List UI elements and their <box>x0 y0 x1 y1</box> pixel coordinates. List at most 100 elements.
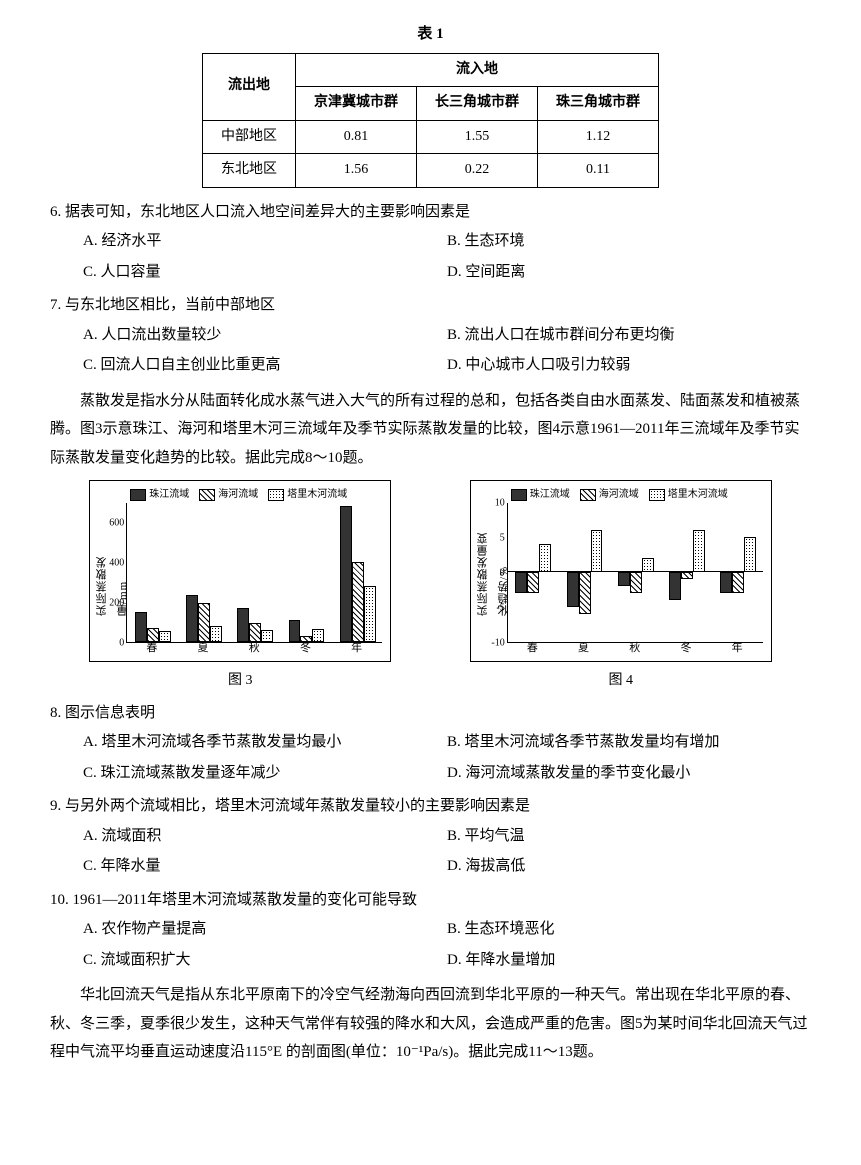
table1-rowheader: 流出地 <box>203 53 296 120</box>
ytick: 600 <box>109 514 124 533</box>
legend-label: 海河流域 <box>599 485 639 504</box>
table-row: 中部地区 0.81 1.55 1.12 <box>203 120 659 154</box>
legend-swatch <box>199 489 215 501</box>
q6-stem: 6. 据表可知，东北地区人口流入地空间差异大的主要影响因素是 <box>50 198 811 227</box>
row0-label: 中部地区 <box>203 120 296 154</box>
q6-opt-a: A. 经济水平 <box>83 227 447 256</box>
bar <box>135 612 147 642</box>
table1-col1: 长三角城市群 <box>417 87 538 121</box>
table1-colgroup: 流入地 <box>296 53 659 87</box>
question-8: 8. 图示信息表明 A. 塔里木河流域各季节蒸散发量均最小 B. 塔里木河流域各… <box>50 699 811 789</box>
bar <box>630 572 642 593</box>
bar <box>237 608 249 642</box>
bar <box>591 530 603 572</box>
xtick: 夏 <box>578 638 589 659</box>
chart4-legend: 珠江流域 海河流域 塔里木河流域 <box>511 485 765 504</box>
bar <box>261 630 273 642</box>
legend-swatch <box>268 489 284 501</box>
q6-opt-c: C. 人口容量 <box>83 258 447 287</box>
bar <box>618 572 630 586</box>
question-6: 6. 据表可知，东北地区人口流入地空间差异大的主要影响因素是 A. 经济水平 B… <box>50 198 811 288</box>
legend-swatch <box>511 489 527 501</box>
bar <box>567 572 579 607</box>
table-row: 东北地区 1.56 0.22 0.11 <box>203 154 659 188</box>
xtick: 秋 <box>629 638 640 659</box>
legend-swatch <box>580 489 596 501</box>
q10-opt-d: D. 年降水量增加 <box>447 946 811 975</box>
legend-swatch <box>130 489 146 501</box>
q7-opt-d: D. 中心城市人口吸引力较弱 <box>447 351 811 380</box>
row1-c0: 1.56 <box>296 154 417 188</box>
ytick: 0 <box>119 634 124 653</box>
row1-c2: 0.11 <box>538 154 659 188</box>
q9-opt-c: C. 年降水量 <box>83 852 447 881</box>
question-10: 10. 1961—2011年塔里木河流域蒸散发量的变化可能导致 A. 农作物产量… <box>50 886 811 976</box>
q10-opt-c: C. 流域面积扩大 <box>83 946 447 975</box>
q9-stem: 9. 与另外两个流域相比，塔里木河流域年蒸散发量较小的主要影响因素是 <box>50 792 811 821</box>
chart4-plot <box>507 503 763 643</box>
bar <box>539 544 551 572</box>
q6-opt-d: D. 空间距离 <box>447 258 811 287</box>
table1: 流出地 流入地 京津冀城市群 长三角城市群 珠三角城市群 中部地区 0.81 1… <box>202 53 659 188</box>
bar <box>352 562 364 642</box>
table1-col2: 珠三角城市群 <box>538 87 659 121</box>
chart3: 实际蒸散发量/mm珠江流域海河流域塔里木河流域0200400600春夏秋冬年 <box>89 480 391 662</box>
ytick: 0 <box>500 564 505 583</box>
xtick: 冬 <box>300 638 311 659</box>
q7-stem: 7. 与东北地区相比，当前中部地区 <box>50 291 811 320</box>
row0-c1: 1.55 <box>417 120 538 154</box>
bar <box>159 631 171 642</box>
legend-item: 塔里木河流域 <box>268 485 347 504</box>
legend-swatch <box>649 489 665 501</box>
bar <box>669 572 681 600</box>
question-7: 7. 与东北地区相比，当前中部地区 A. 人口流出数量较少 B. 流出人口在城市… <box>50 291 811 381</box>
chart4: 实际蒸散发量变化趋势/%珠江流域海河流域塔里木河流域-10-50510春夏秋冬年 <box>470 480 772 662</box>
q8-opt-a: A. 塔里木河流域各季节蒸散发量均最小 <box>83 728 447 757</box>
chart4-block: 实际蒸散发量变化趋势/%珠江流域海河流域塔里木河流域-10-50510春夏秋冬年… <box>470 480 772 695</box>
q8-opt-c: C. 珠江流域蒸散发量逐年减少 <box>83 759 447 788</box>
q6-opt-b: B. 生态环境 <box>447 227 811 256</box>
xtick: 夏 <box>198 638 209 659</box>
legend-item: 海河流域 <box>580 485 639 504</box>
row0-c0: 0.81 <box>296 120 417 154</box>
xtick: 春 <box>527 638 538 659</box>
legend-label: 塔里木河流域 <box>668 485 728 504</box>
chart3-plot <box>126 503 382 643</box>
table1-col0: 京津冀城市群 <box>296 87 417 121</box>
xtick: 冬 <box>680 638 691 659</box>
xtick: 秋 <box>249 638 260 659</box>
q9-opt-d: D. 海拔高低 <box>447 852 811 881</box>
q9-opt-b: B. 平均气温 <box>447 822 811 851</box>
bar <box>744 537 756 572</box>
chart3-block: 实际蒸散发量/mm珠江流域海河流域塔里木河流域0200400600春夏秋冬年 图… <box>89 480 391 695</box>
passage-1: 蒸散发是指水分从陆面转化成水蒸气进入大气的所有过程的总和，包括各类自由水面蒸发、… <box>50 387 811 473</box>
q7-opt-a: A. 人口流出数量较少 <box>83 321 447 350</box>
bar <box>198 603 210 642</box>
bar <box>720 572 732 593</box>
legend-item: 塔里木河流域 <box>649 485 728 504</box>
bar <box>642 558 654 572</box>
ytick: -10 <box>491 634 504 653</box>
xtick: 年 <box>732 638 743 659</box>
charts-row: 实际蒸散发量/mm珠江流域海河流域塔里木河流域0200400600春夏秋冬年 图… <box>50 480 811 695</box>
ytick: -5 <box>496 599 504 618</box>
row0-c2: 1.12 <box>538 120 659 154</box>
table1-title: 表 1 <box>50 20 811 49</box>
xtick: 年 <box>351 638 362 659</box>
passage-2: 华北回流天气是指从东北平原南下的冷空气经渤海向西回流到华北平原的一种天气。常出现… <box>50 981 811 1067</box>
row1-c1: 0.22 <box>417 154 538 188</box>
legend-label: 珠江流域 <box>530 485 570 504</box>
bar <box>681 572 693 579</box>
q8-opt-d: D. 海河流域蒸散发量的季节变化最小 <box>447 759 811 788</box>
legend-item: 珠江流域 <box>511 485 570 504</box>
chart3-legend: 珠江流域海河流域塔里木河流域 <box>130 485 384 504</box>
chart4-caption: 图 4 <box>609 668 634 695</box>
bar <box>732 572 744 593</box>
ytick: 400 <box>109 554 124 573</box>
bar <box>312 629 324 642</box>
legend-item: 海河流域 <box>199 485 258 504</box>
bar <box>210 626 222 642</box>
bar <box>186 595 198 642</box>
bar <box>579 572 591 614</box>
chart3-caption: 图 3 <box>228 668 253 695</box>
